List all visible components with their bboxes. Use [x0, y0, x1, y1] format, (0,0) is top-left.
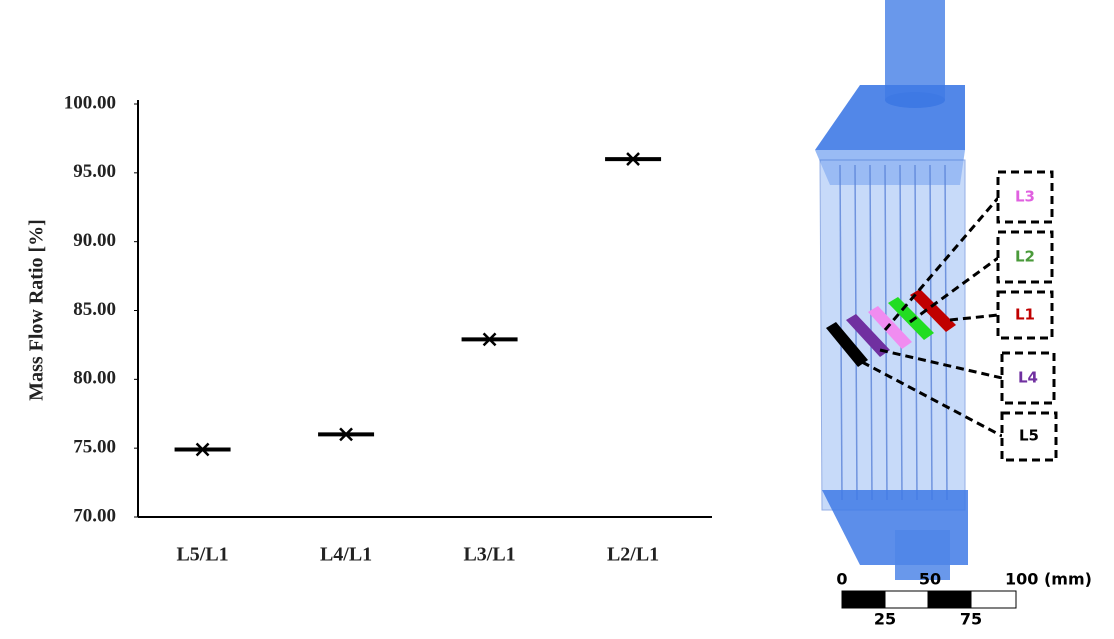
part-label: L3 [1015, 188, 1035, 206]
y-tick-label: 90.00 [73, 230, 116, 251]
scale-segment [928, 591, 971, 608]
part-label: L2 [1015, 248, 1035, 266]
y-axis-label: Mass Flow Ratio [%] [26, 219, 48, 401]
x-tick-label: L5/L1 [176, 544, 228, 566]
header [815, 85, 965, 150]
part-label: L4 [1018, 369, 1038, 387]
y-tick-label: 80.00 [73, 368, 116, 389]
y-tick-label: 95.00 [73, 161, 116, 182]
marker [462, 333, 518, 345]
marker [605, 153, 661, 165]
scale-label: 25 [874, 610, 896, 629]
chart: Mass Flow Ratio [%] [0, 0, 1114, 639]
scale-label: 75 [960, 610, 982, 629]
scale-label: 100 (mm) [1005, 570, 1092, 589]
scale-segment [842, 591, 885, 608]
y-tick-label: 85.00 [73, 299, 116, 320]
part-label: L5 [1019, 427, 1039, 445]
diagram: 0 50 100 (mm) 25 75 [815, 0, 1092, 629]
y-tick-label: 75.00 [73, 437, 116, 458]
figure: Mass Flow Ratio [%] [0, 0, 1114, 639]
x-tick-label: L3/L1 [463, 544, 515, 566]
part-label: L1 [1015, 306, 1035, 324]
marker [318, 428, 374, 440]
scale-segment [885, 591, 928, 608]
x-tick-label: L4/L1 [320, 544, 372, 566]
x-tick-label: L2/L1 [607, 544, 659, 566]
y-tick-label: 70.00 [73, 505, 116, 526]
scale-label: 0 [836, 570, 847, 589]
marker [175, 444, 231, 456]
scale-segment [971, 591, 1016, 608]
scale-label: 50 [919, 570, 941, 589]
y-tick-label: 100.00 [64, 92, 116, 113]
